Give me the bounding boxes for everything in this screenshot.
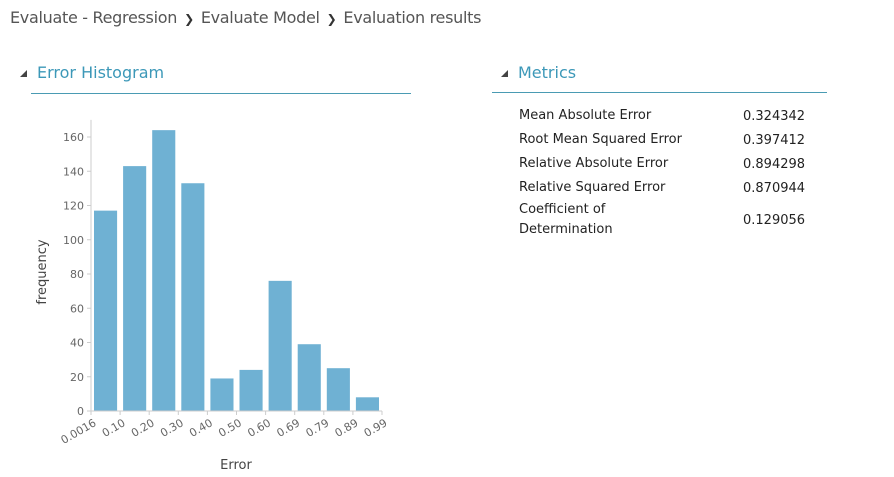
histogram-bar [297,344,321,411]
x-tick-label: 0.79 [304,416,332,440]
breadcrumb: Evaluate - Regression ❯ Evaluate Model ❯ Eva… [10,8,481,27]
x-tick-label: 0.89 [333,416,361,440]
histogram-bar [355,397,379,411]
breadcrumb-item[interactable]: Evaluate Model [200,8,320,27]
metric-label: Relative Absolute Error [519,156,669,171]
x-tick-label: 0.20 [129,416,157,440]
metric-label: Root Mean Squared Error [519,132,682,147]
histogram-bar [268,280,292,411]
section-title: Error Histogram [37,63,165,82]
section-title: Metrics [518,63,577,82]
y-tick-label: 60 [70,302,84,315]
y-tick-label: 40 [70,337,84,350]
x-tick-label: 0.50 [216,416,244,440]
breadcrumb-item: Evaluation results [343,8,482,27]
histogram-bar [239,369,263,411]
histogram-bar [181,183,205,411]
chevron-right-icon: ❯ [184,12,194,26]
histogram-bar [210,378,234,411]
y-tick-label: 20 [70,371,84,384]
metric-label: Coefficient of Determination [519,202,613,237]
histogram-bar [326,368,350,411]
y-tick-label: 0 [77,405,84,418]
x-tick-label: 0.69 [274,416,302,440]
collapse-triangle-icon [20,70,27,77]
metric-value: 0.129056 [743,212,806,228]
metric-row: Root Mean Squared Error 0.397412 [519,128,805,152]
x-tick-label: 0.30 [158,416,186,440]
collapse-triangle-icon [501,70,508,77]
metric-row: Relative Absolute Error 0.894298 [519,152,805,176]
histogram-bar [123,166,147,411]
divider [31,93,411,94]
metric-label: Mean Absolute Error [519,108,652,123]
histogram-bar [152,130,176,411]
breadcrumb-item[interactable]: Evaluate - Regression [10,8,178,27]
divider [492,92,827,93]
metric-label: Relative Squared Error [519,180,666,195]
metric-value: 0.324342 [743,108,806,124]
y-tick-label: 80 [70,268,84,281]
metric-row: Relative Squared Error 0.870944 [519,176,805,200]
y-tick-label: 100 [63,234,84,247]
histogram-bar [94,210,118,411]
metrics-section-toggle[interactable]: Metrics [501,63,576,82]
x-tick-label: 0.40 [187,416,215,440]
y-tick-label: 160 [63,131,84,144]
metric-row: Mean Absolute Error 0.324342 [519,104,805,128]
x-axis-label: Error [220,458,252,473]
metric-value: 0.870944 [743,180,806,196]
x-tick-label: 0.60 [245,416,273,440]
x-tick-label: 0.0016 [59,416,99,447]
x-tick-label: 0.10 [100,416,128,440]
histogram-section-toggle[interactable]: Error Histogram [20,63,164,82]
x-tick-label: 0.99 [362,416,390,440]
metric-value: 0.894298 [743,156,806,172]
y-axis-label: frequency [35,239,50,305]
y-tick-label: 120 [63,200,84,213]
metric-value: 0.397412 [743,132,806,148]
y-tick-label: 140 [63,165,84,178]
metrics-table: Mean Absolute Error 0.324342 Root Mean Sq… [519,104,805,240]
chevron-right-icon: ❯ [326,12,337,26]
metric-row: Coefficient of Determination 0.129056 [519,200,805,240]
